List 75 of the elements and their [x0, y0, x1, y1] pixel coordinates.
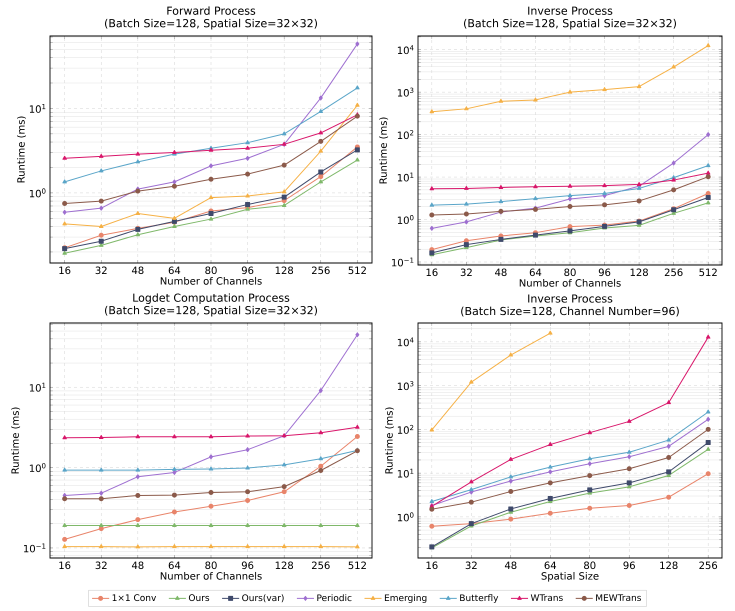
x-tick-label: 16 — [426, 562, 438, 570]
x-tick-label: 32 — [96, 266, 107, 274]
x-tick-label: 64 — [168, 266, 180, 274]
x-tick-label: 96 — [623, 562, 635, 570]
x-axis-title: Number of Channels — [160, 572, 262, 580]
chart-subtitle: (Batch Size=128, Channel Number=96) — [461, 306, 679, 316]
x-tick-label: 128 — [660, 562, 678, 570]
x-tick-label: 80 — [205, 266, 217, 274]
x-tick-label: 48 — [132, 266, 144, 274]
y-tick-label: 10$^{4}$ — [398, 45, 414, 54]
y-axis-title: Runtime (ms) — [379, 118, 388, 184]
y-tick-label: 10$^{1}$ — [398, 468, 414, 478]
y-tick-label: 10$^{0}$ — [30, 188, 46, 198]
y-tick-label: 10$^{3}$ — [398, 88, 414, 97]
x-tick-label: 48 — [132, 562, 144, 570]
x-axis-title: Number of Channels — [520, 278, 621, 287]
x-tick-label: 32 — [460, 268, 472, 276]
x-tick-label: 256 — [699, 562, 718, 570]
legend-label: Ours — [188, 594, 210, 602]
y-tick-label: 10$^{2}$ — [398, 130, 414, 140]
y-tick-label: 10$^{2}$ — [398, 424, 414, 434]
x-tick-label: 96 — [242, 562, 254, 570]
chart-subtitle: (Batch Size=128, Spatial Size=32×32) — [464, 18, 676, 30]
y-tick-label: 10$^{0}$ — [398, 215, 414, 224]
y-tick-label: 10$^{1}$ — [398, 172, 414, 182]
x-tick-label: 32 — [466, 562, 477, 570]
y-tick-label: 10$^{3}$ — [398, 381, 414, 390]
x-tick-label: 128 — [276, 266, 294, 274]
x-tick-label: 128 — [630, 268, 648, 276]
chart-title: Inverse Process — [528, 6, 612, 15]
y-axis-title: Runtime (ms) — [11, 408, 20, 474]
legend-label: Periodic — [317, 594, 352, 602]
legend-label: 1×1 Conv — [112, 594, 156, 602]
x-tick-label: 48 — [495, 268, 507, 276]
x-axis-title: Spatial Size — [542, 572, 599, 582]
y-tick-label: 10$^{−1}$ — [392, 258, 414, 266]
x-tick-label: 128 — [276, 562, 294, 570]
legend-label: Ours(var) — [242, 594, 284, 602]
x-tick-label: 48 — [504, 562, 516, 570]
x-tick-label: 64 — [530, 268, 542, 276]
x-tick-label: 96 — [242, 266, 254, 274]
x-tick-label: 16 — [59, 562, 70, 570]
x-tick-label: 64 — [168, 562, 180, 570]
y-axis-title: Runtime (ms) — [385, 408, 394, 474]
legend-label: MEWTrans — [596, 594, 641, 602]
chart-title: Forward Process — [167, 6, 256, 15]
legend-label: WTrans — [530, 594, 563, 602]
x-tick-label: 256 — [312, 266, 330, 274]
x-tick-label: 64 — [544, 562, 556, 570]
y-tick-label: 10$^{1}$ — [30, 382, 46, 392]
y-tick-label: 10$^{0}$ — [30, 463, 46, 472]
chart-title: Inverse Process — [528, 294, 612, 303]
y-tick-label: 10$^{0}$ — [398, 512, 414, 522]
chart-subtitle: (Batch Size=128, Spatial Size=32×32) — [105, 18, 317, 30]
x-tick-label: 32 — [96, 562, 107, 570]
x-tick-label: 256 — [312, 562, 330, 570]
x-tick-label: 80 — [205, 562, 217, 570]
legend-label: Emerging — [384, 594, 426, 603]
x-tick-label: 512 — [699, 268, 717, 276]
chart-title: Logdet Computation Process — [133, 293, 290, 304]
y-tick-label: 10$^{1}$ — [30, 104, 46, 113]
x-tick-label: 96 — [598, 268, 610, 276]
x-tick-label: 80 — [564, 268, 576, 276]
y-tick-label: 10$^{4}$ — [398, 337, 414, 346]
x-tick-label: 16 — [426, 268, 438, 276]
x-tick-label: 512 — [348, 562, 366, 570]
x-tick-label: 256 — [664, 268, 683, 276]
legend-label: Butterfly — [460, 594, 498, 603]
x-tick-label: 80 — [584, 562, 596, 570]
chart-subtitle: (Batch Size=128, Spatial Size=32×32) — [105, 306, 317, 316]
x-tick-label: 16 — [59, 266, 70, 274]
x-tick-label: 512 — [348, 266, 366, 274]
y-axis-title: Runtime (ms) — [17, 116, 26, 182]
y-tick-label: 10$^{−1}$ — [24, 544, 46, 552]
x-axis-title: Number of Channels — [160, 276, 262, 285]
